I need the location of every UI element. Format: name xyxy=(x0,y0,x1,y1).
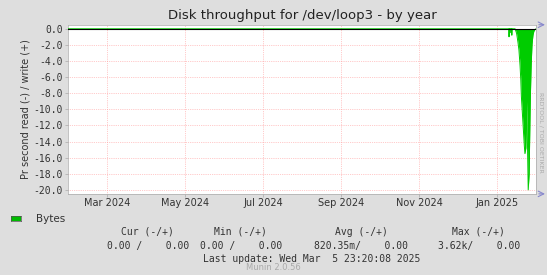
Title: Disk throughput for /dev/loop3 - by year: Disk throughput for /dev/loop3 - by year xyxy=(168,9,437,22)
Text: 820.35m/    0.00: 820.35m/ 0.00 xyxy=(314,241,408,251)
Text: 3.62k/    0.00: 3.62k/ 0.00 xyxy=(438,241,520,251)
Text: Munin 2.0.56: Munin 2.0.56 xyxy=(246,263,301,272)
Text: Avg (-/+): Avg (-/+) xyxy=(335,227,387,237)
Text: 0.00 /    0.00: 0.00 / 0.00 xyxy=(107,241,189,251)
Text: Min (-/+): Min (-/+) xyxy=(214,227,267,237)
Text: RRDTOOL / TOBI OETIKER: RRDTOOL / TOBI OETIKER xyxy=(538,92,543,172)
Text: Cur (-/+): Cur (-/+) xyxy=(121,227,174,237)
Text: 0.00 /    0.00: 0.00 / 0.00 xyxy=(200,241,282,251)
Y-axis label: Pr second read (-) / write (+): Pr second read (-) / write (+) xyxy=(21,39,31,179)
Text: Last update: Wed Mar  5 23:20:08 2025: Last update: Wed Mar 5 23:20:08 2025 xyxy=(203,254,421,264)
Text: Bytes: Bytes xyxy=(36,214,65,224)
Text: Max (-/+): Max (-/+) xyxy=(452,227,505,237)
